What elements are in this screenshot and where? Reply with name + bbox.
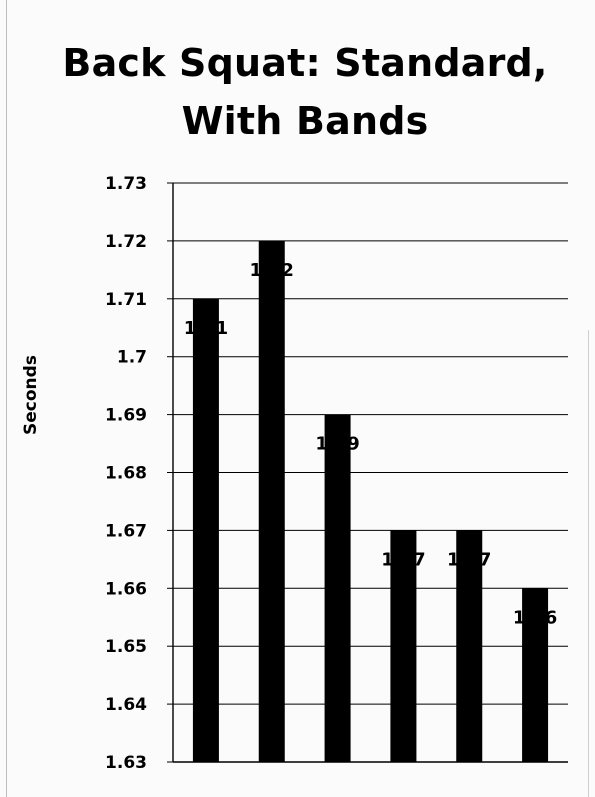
gridlines bbox=[173, 182, 568, 705]
y-tick-label: 1.65 bbox=[105, 637, 147, 657]
data-label: 1.69 bbox=[315, 434, 359, 455]
y-tick-label: 1.64 bbox=[105, 695, 147, 715]
bar bbox=[324, 414, 351, 762]
page-edge-right bbox=[588, 330, 589, 797]
data-label: 1.72 bbox=[250, 260, 294, 281]
bars bbox=[192, 240, 549, 762]
chart-title-line-1: Back Squat: Standard, bbox=[62, 41, 548, 85]
data-labels: 1.71 1.72 1.69 1.67 1.67 1.66 bbox=[184, 260, 558, 628]
axes bbox=[167, 182, 568, 763]
data-label: 1.67 bbox=[381, 549, 425, 570]
y-tick-label: 1.69 bbox=[105, 406, 147, 426]
y-tick-label: 1.67 bbox=[105, 521, 147, 541]
page-edge-left bbox=[6, 0, 7, 797]
y-tick-label: 1.71 bbox=[105, 290, 147, 310]
y-tick-labels: 1.63 1.64 1.65 1.66 1.67 1.68 1.69 1.7 1.71 1.72 1… bbox=[105, 174, 147, 773]
chart-title-line-2: With Bands bbox=[181, 99, 429, 143]
y-tick-label: 1.7 bbox=[117, 348, 147, 368]
chart-title: Back Squat: Standard, With Bands bbox=[40, 34, 570, 150]
y-tick-label: 1.68 bbox=[105, 464, 147, 484]
y-tick-label: 1.73 bbox=[105, 174, 147, 194]
data-label: 1.71 bbox=[184, 318, 228, 339]
bar bbox=[258, 240, 285, 762]
y-tick-label: 1.72 bbox=[105, 232, 147, 252]
data-label: 1.66 bbox=[513, 607, 557, 628]
data-label: 1.67 bbox=[447, 549, 491, 570]
bar bbox=[390, 530, 417, 762]
bar bbox=[522, 588, 549, 762]
y-tick-label: 1.63 bbox=[105, 753, 147, 773]
y-tick-label: 1.66 bbox=[105, 579, 147, 599]
bar bbox=[192, 298, 219, 762]
bar bbox=[456, 530, 483, 762]
